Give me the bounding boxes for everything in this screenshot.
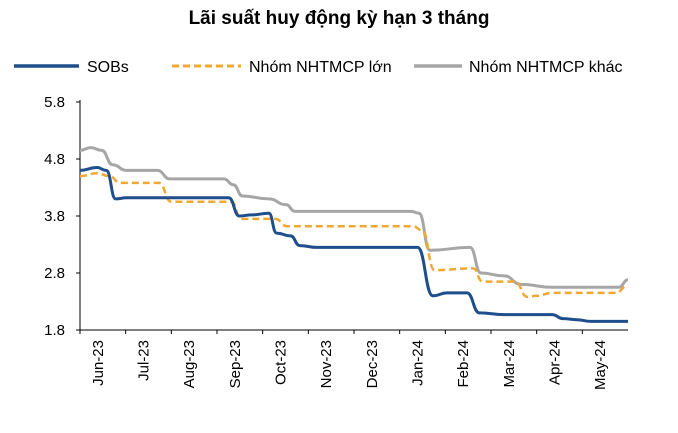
y-tick-label: 2.8 bbox=[44, 265, 65, 282]
series-line-nhom-nhtmcp-lon bbox=[79, 172, 629, 299]
x-tick-label: Sep-23 bbox=[227, 340, 244, 388]
legend-label-nhom-lon: Nhóm NHTMCP lớn bbox=[249, 59, 392, 76]
y-tick-label: 3.8 bbox=[44, 208, 65, 225]
y-tick-label: 4.8 bbox=[44, 151, 65, 168]
x-tick-label: Oct-23 bbox=[273, 340, 290, 385]
x-tick-label: Dec-23 bbox=[364, 340, 381, 388]
y-axis: 5.8 4.8 3.8 2.8 1.8 bbox=[44, 94, 80, 339]
series-line-nhom-nhtmcp-khac bbox=[79, 146, 629, 289]
x-tick-label: Mar-24 bbox=[501, 340, 518, 388]
x-axis: Jun-23 Jul-23 Aug-23 Sep-23 Oct-23 Nov-23 Dec-… bbox=[79, 330, 609, 390]
y-tick-label: 5.8 bbox=[44, 94, 65, 111]
y-tick-label: 1.8 bbox=[44, 322, 65, 339]
legend-label-sobs: SOBs bbox=[87, 59, 129, 76]
x-tick-label: Nov-23 bbox=[318, 340, 335, 388]
legend-label-nhom-khac: Nhóm NHTMCP khác bbox=[469, 59, 623, 76]
x-tick-label: Jan-24 bbox=[410, 340, 427, 386]
series-lines bbox=[79, 146, 629, 323]
x-tick-label: Jun-23 bbox=[90, 340, 107, 386]
chart-title: Lãi suất huy động kỳ hạn 3 tháng bbox=[189, 8, 490, 29]
x-tick-label: Feb-24 bbox=[455, 340, 472, 388]
x-tick-label: Apr-24 bbox=[547, 340, 564, 385]
x-tick-label: Jul-23 bbox=[136, 340, 153, 381]
legend: SOBs Nhóm NHTMCP lớn Nhóm NHTMCP khác bbox=[14, 59, 623, 76]
x-tick-label: Aug-23 bbox=[181, 340, 198, 388]
x-tick-label: May-24 bbox=[592, 340, 609, 390]
series-line-sobs bbox=[79, 166, 628, 323]
